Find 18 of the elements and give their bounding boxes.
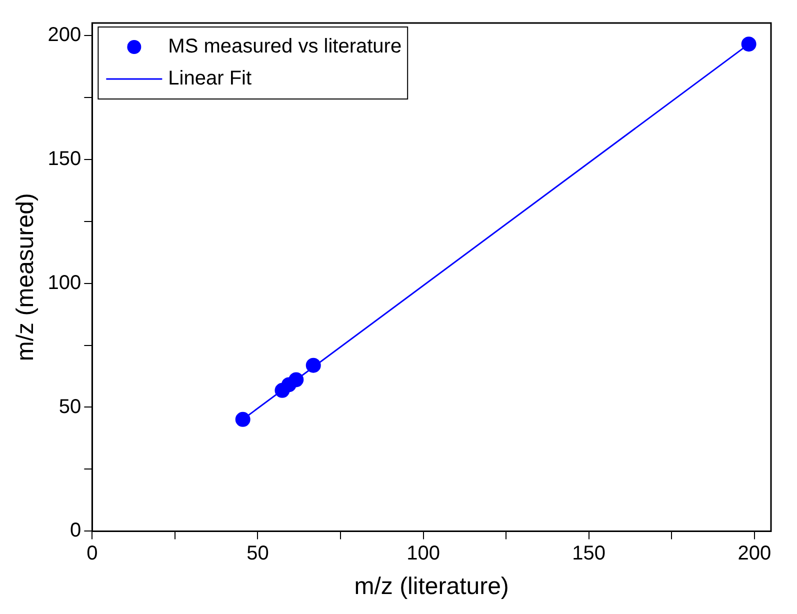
x-tick-label: 0 xyxy=(86,542,98,565)
point xyxy=(235,412,250,427)
x-tick-label: 150 xyxy=(572,542,606,565)
y-tick-label: 50 xyxy=(58,396,82,418)
y-tick-label: 150 xyxy=(48,148,82,170)
point xyxy=(288,372,304,388)
y-tick-label: 200 xyxy=(48,24,82,46)
y-axis-title: m/z (measured) xyxy=(12,193,40,362)
x-tick-label: 200 xyxy=(738,542,772,565)
legend-label: MS measured vs literature xyxy=(168,36,402,58)
x-axis-title: m/z (literature) xyxy=(354,573,509,600)
point xyxy=(741,36,756,52)
y-tick-label: 0 xyxy=(70,520,82,542)
x-tick-label: 50 xyxy=(246,542,269,565)
legend-label: Linear Fit xyxy=(168,68,252,90)
point xyxy=(306,358,321,373)
x-tick-label: 100 xyxy=(406,542,440,565)
y-tick-label: 100 xyxy=(48,272,82,294)
